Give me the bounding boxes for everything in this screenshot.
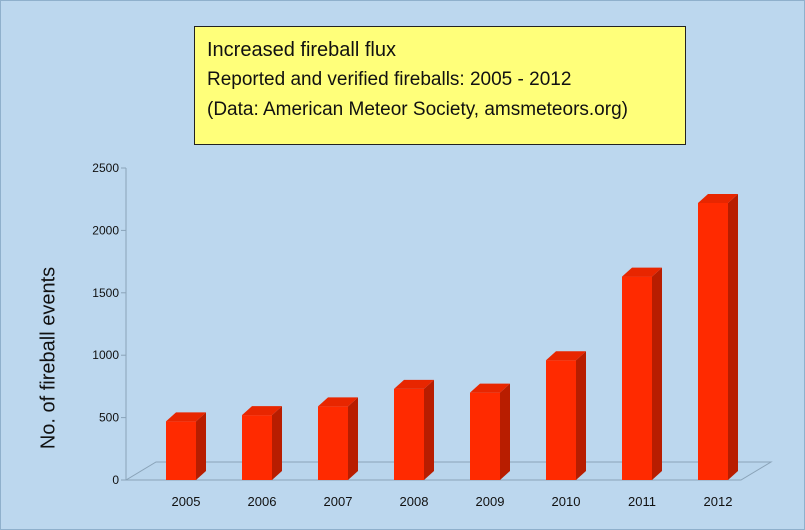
chart-source-note: (Data: American Meteor Society, amsmeteo… [207, 99, 628, 120]
bar-top [470, 383, 510, 393]
chart-title-box: Increased fireball flux Reported and ver… [194, 26, 686, 145]
bars-group [166, 193, 738, 480]
bar-front [318, 406, 348, 480]
x-tick-label: 2012 [704, 494, 733, 509]
y-tick-label: 0 [112, 473, 119, 487]
x-tick-label: 2010 [552, 494, 581, 509]
chart-title: Increased fireball flux [207, 39, 396, 61]
bar-front [394, 388, 424, 480]
bar-top [622, 267, 662, 277]
bar-side [576, 351, 586, 480]
chart-subtitle: Reported and verified fireballs: 2005 - … [207, 69, 572, 90]
bar-top [318, 397, 358, 407]
x-tick-label: 2008 [400, 494, 429, 509]
bar [242, 406, 282, 480]
bar [470, 383, 510, 480]
bar-front [546, 360, 576, 480]
bar [394, 379, 434, 480]
bar-side [196, 412, 206, 480]
bar-side [652, 267, 662, 480]
bar-side [424, 379, 434, 480]
chart-floor [124, 461, 773, 481]
bar-top [242, 406, 282, 416]
y-tick-label: 500 [99, 411, 119, 425]
y-axis: 0 500 1000 1500 2000 2500 [92, 161, 127, 487]
x-tick-label: 2009 [476, 494, 505, 509]
bar [166, 412, 206, 480]
bar-top [166, 412, 206, 422]
x-tick-label: 2006 [248, 494, 277, 509]
bar-front [166, 421, 196, 480]
bar-top [546, 351, 586, 361]
bar-front [470, 392, 500, 480]
x-tick-label: 2005 [172, 494, 201, 509]
bar-top [394, 379, 434, 389]
bar-front [242, 415, 272, 480]
floor-plane [124, 461, 773, 481]
y-tick-label: 2000 [92, 223, 119, 237]
bar [622, 267, 662, 480]
bar [318, 397, 358, 480]
bar [698, 193, 738, 480]
bar-side [272, 406, 282, 480]
y-tick-label: 1000 [92, 348, 119, 362]
bar-side [348, 397, 358, 480]
x-axis-ticks: 2005 2006 2007 2008 2009 2010 2011 2012 [172, 494, 733, 509]
bar [546, 351, 586, 480]
bar-front [698, 202, 728, 480]
bar-side [500, 383, 510, 480]
x-tick-label: 2007 [324, 494, 353, 509]
y-tick-label: 1500 [92, 286, 119, 300]
bar-front [622, 276, 652, 480]
bar-side [728, 193, 738, 480]
x-tick-label: 2011 [628, 494, 656, 509]
bar-top [698, 193, 738, 203]
y-tick-label: 2500 [92, 161, 119, 175]
